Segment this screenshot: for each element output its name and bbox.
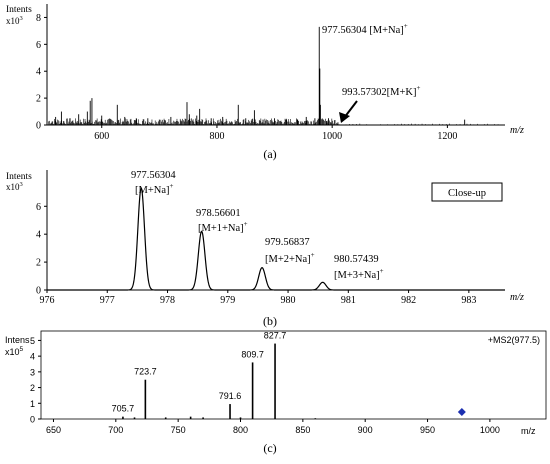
- svg-text:977.56304: 977.56304: [131, 170, 176, 181]
- y-tick-label: 2: [36, 94, 41, 105]
- panel-a: Intents x103 600 800 1000 1200 0 2 4 6 8 977.563…: [6, 4, 524, 161]
- x-tick-label: 978: [160, 295, 175, 306]
- panel-c-precursor-marker: [457, 408, 466, 416]
- peak-label: 809.7: [241, 349, 264, 359]
- y-tick-label: 0: [36, 121, 41, 132]
- svg-text:979.56837: 979.56837: [265, 237, 310, 248]
- panel-c: Intens x105 +MS2(977.5) 650 700 750 800 850 9…: [5, 330, 547, 455]
- x-tick-label: 1200: [437, 131, 457, 142]
- panel-b-label: (b): [263, 314, 277, 328]
- panel-c-peaks: [122, 343, 317, 419]
- panel-b-yunit: x103: [6, 181, 23, 192]
- panel-b: Intents x103 976 977 978 979 980 981 982 983 0 2 4…: [6, 170, 524, 328]
- peak-label: 705.7: [112, 404, 135, 414]
- y-tick-label: 4: [30, 352, 35, 362]
- panel-c-yunit: x105: [5, 346, 24, 357]
- y-tick-label: 3: [30, 367, 35, 377]
- svg-text:[M+1+Na]+: [M+1+Na]+: [198, 220, 248, 234]
- x-tick-label: 900: [358, 425, 373, 435]
- panel-c-legend: +MS2(977.5): [488, 335, 540, 345]
- peak-label: 723.7: [134, 367, 157, 377]
- panel-c-ylabel: Intens: [5, 335, 30, 345]
- panel-b-ylabel: Intents: [6, 172, 32, 182]
- panel-b-annotation-3: 979.56837 [M+2+Na]+: [265, 237, 315, 265]
- y-tick-label: 6: [36, 40, 41, 51]
- x-tick-label: 983: [461, 295, 476, 306]
- panel-c-xlabel: m/z: [521, 426, 536, 436]
- panel-b-xlabel: m/z: [510, 292, 524, 303]
- panel-b-annotation-2: 978.56601 [M+1+Na]+: [196, 208, 248, 234]
- svg-text:[M+Na]+: [M+Na]+: [135, 182, 174, 196]
- x-tick-label: 800: [233, 425, 248, 435]
- x-tick-label: 982: [401, 295, 416, 306]
- x-tick-label: 600: [94, 131, 109, 142]
- x-tick-label: 650: [46, 425, 61, 435]
- panel-b-closeup-label: Close-up: [448, 188, 486, 199]
- panel-a-annotation-k: 993.57302[M+K]+: [342, 84, 420, 98]
- y-tick-label: 0: [30, 415, 35, 425]
- panel-c-frame: [40, 330, 547, 420]
- x-tick-label: 976: [40, 295, 55, 306]
- svg-text:980.57439: 980.57439: [334, 254, 379, 265]
- x-tick-label: 850: [295, 425, 310, 435]
- panel-c-label: (c): [263, 441, 276, 455]
- y-tick-label: 0: [36, 286, 41, 297]
- panel-c-ticks: 650 700 750 800 850 900 950 1000 0 1 2 3 4 5: [30, 336, 500, 435]
- panel-a-ylabel: Intents: [6, 5, 32, 15]
- y-tick-label: 1: [30, 399, 35, 409]
- panel-a-ticks: 600 800 1000 1200 0 2 4 6 8: [36, 13, 457, 142]
- panel-b-annotation-1: 977.56304 [M+Na]+: [131, 170, 176, 196]
- y-tick-label: 4: [36, 230, 41, 241]
- y-tick-label: 4: [36, 67, 41, 78]
- y-tick-label: 2: [30, 383, 35, 393]
- svg-text:[M+3+Na]+: [M+3+Na]+: [334, 267, 384, 281]
- x-tick-label: 981: [341, 295, 356, 306]
- panel-a-annotation-na: 977.56304 [M+Na]+: [322, 22, 408, 36]
- x-tick-label: 750: [171, 425, 186, 435]
- peak-label: 827.7: [264, 331, 287, 341]
- x-tick-label: 1000: [480, 425, 500, 435]
- x-tick-label: 950: [420, 425, 435, 435]
- y-tick-label: 8: [36, 13, 41, 24]
- x-tick-label: 800: [209, 131, 224, 142]
- x-tick-label: 979: [220, 295, 235, 306]
- y-tick-label: 6: [36, 202, 41, 213]
- panel-a-peaks: [48, 26, 499, 125]
- x-tick-label: 980: [281, 295, 296, 306]
- x-tick-label: 700: [108, 425, 123, 435]
- panel-b-annotation-4: 980.57439 [M+3+Na]+: [334, 254, 384, 281]
- x-tick-label: 977: [100, 295, 115, 306]
- panel-b-closeup-box: [431, 182, 503, 202]
- panel-a-arrow: [339, 100, 358, 123]
- y-tick-label: 2: [36, 258, 41, 269]
- x-tick-label: 1000: [322, 131, 342, 142]
- peak-label: 791.6: [219, 391, 242, 401]
- panel-b-ticks: 976 977 978 979 980 981 982 983 0 2 4 6: [36, 202, 476, 306]
- y-tick-label: 5: [30, 336, 35, 346]
- panel-a-yunit: x103: [6, 15, 23, 26]
- panel-a-xlabel: m/z: [510, 125, 524, 136]
- svg-text:978.56601: 978.56601: [196, 208, 241, 219]
- panel-a-label: (a): [263, 147, 276, 161]
- panel-b-isotope-curve: [47, 187, 505, 291]
- svg-text:[M+2+Na]+: [M+2+Na]+: [265, 251, 315, 265]
